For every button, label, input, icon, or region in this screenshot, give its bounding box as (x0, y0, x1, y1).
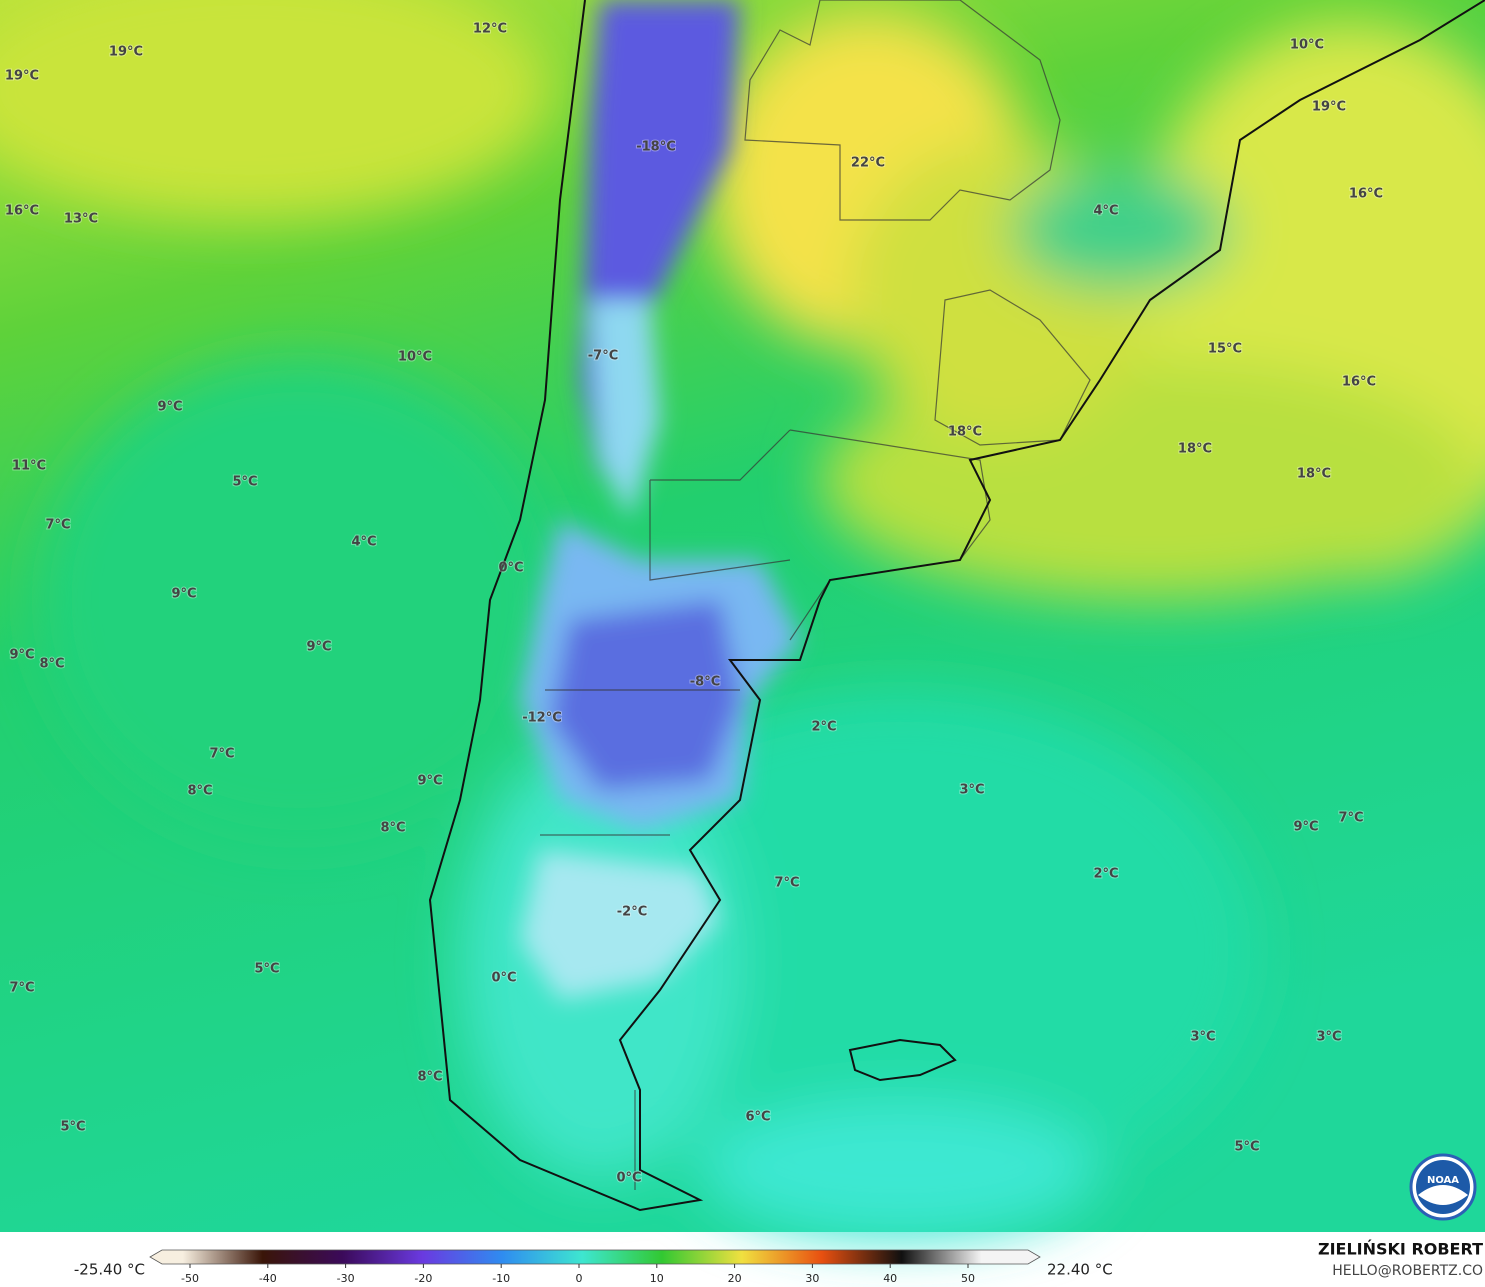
temperature-label: 8°C (187, 784, 212, 799)
colorbar-tick-label: 0 (576, 1272, 583, 1285)
colorbar-tick-label: 20 (728, 1272, 742, 1285)
temperature-label: 3°C (959, 783, 984, 798)
temperature-label: 7°C (774, 876, 799, 891)
temperature-label: 10°C (398, 350, 432, 365)
temperature-label: 9°C (157, 400, 182, 415)
temperature-label: 3°C (1316, 1030, 1341, 1045)
temperature-label: 9°C (171, 587, 196, 602)
temperature-label: 12°C (473, 22, 507, 37)
temperature-label: 4°C (351, 535, 376, 550)
temperature-label: 16°C (5, 204, 39, 219)
temperature-label: 3°C (1190, 1030, 1215, 1045)
colorbar-tick-label: -10 (492, 1272, 510, 1285)
temperature-label: 22°C (851, 156, 885, 171)
colorbar-tick-label: -30 (337, 1272, 355, 1285)
temperature-label: -12°C (522, 711, 562, 726)
colorbar-bar (149, 1249, 1041, 1265)
colorbar-tick-label: -20 (414, 1272, 432, 1285)
temperature-label: 9°C (306, 640, 331, 655)
temperature-label: 9°C (9, 648, 34, 663)
noaa-logo: NOAA (1409, 1153, 1477, 1221)
temperature-label: 13°C (64, 212, 98, 227)
temperature-label: 16°C (1342, 375, 1376, 390)
temperature-label: -18°C (636, 140, 676, 155)
temperature-label: 15°C (1208, 342, 1242, 357)
credit-email: HELLO@ROBERTZ.CO (1332, 1263, 1483, 1279)
temperature-label: 9°C (1293, 820, 1318, 835)
credit-name: ZIELIŃSKI ROBERT (1318, 1240, 1483, 1259)
temperature-label: 9°C (417, 774, 442, 789)
temperature-label: 11°C (12, 459, 46, 474)
colorbar-tick-label: 50 (961, 1272, 975, 1285)
temperature-label: 8°C (39, 657, 64, 672)
temperature-label: -7°C (588, 349, 618, 364)
temperature-label: 10°C (1290, 38, 1324, 53)
temperature-label: 5°C (254, 962, 279, 977)
temperature-label: 4°C (1093, 204, 1118, 219)
temperature-label: 8°C (380, 821, 405, 836)
colorbar-min-label: -25.40 °C (74, 1261, 145, 1279)
temperature-label: 7°C (1338, 811, 1363, 826)
temperature-label: 7°C (209, 747, 234, 762)
temperature-label: 0°C (498, 561, 523, 576)
falkland-islands (848, 1038, 957, 1082)
temperature-label: 19°C (109, 45, 143, 60)
temperature-label: 5°C (1234, 1140, 1259, 1155)
colorbar-tick-label: -40 (259, 1272, 277, 1285)
colorbar-tick-label: -50 (181, 1272, 199, 1285)
colorbar-max-label: 22.40 °C (1047, 1261, 1113, 1279)
temperature-label: 19°C (5, 69, 39, 84)
temperature-label: 18°C (948, 425, 982, 440)
temperature-label: 5°C (232, 475, 257, 490)
temperature-label: -8°C (690, 675, 720, 690)
temperature-label: -2°C (617, 905, 647, 920)
temperature-label: 18°C (1297, 467, 1331, 482)
coastline (428, 0, 1485, 1212)
temperature-label: 7°C (9, 981, 34, 996)
temperature-labels: 12°C 19°C 19°C 10°C 19°C -18°C 22°C 16°C 13°C 4°C… (4, 21, 1384, 1187)
colorbar: -25.40 °C 22.40 °C -50 -40 -30 -20 -10 0 10 20 3… (74, 1249, 1113, 1285)
logo-text: NOAA (1427, 1175, 1459, 1186)
borders (540, 0, 1091, 1190)
colorbar-tick-label: 30 (805, 1272, 819, 1285)
temperature-label: 5°C (60, 1120, 85, 1135)
map-area: 12°C 19°C 19°C 10°C 19°C -18°C 22°C 16°C 13°C 4°C… (0, 0, 1485, 1240)
temperature-label: 2°C (811, 720, 836, 735)
cold-region (520, 0, 800, 1000)
colorbar-tick-label: 40 (883, 1272, 897, 1285)
temperature-label: 16°C (1349, 187, 1383, 202)
temperature-label: 0°C (616, 1171, 641, 1186)
colorbar-tick-label: 10 (650, 1272, 664, 1285)
temperature-label: 18°C (1178, 442, 1212, 457)
temperature-label: 0°C (491, 971, 516, 986)
temperature-label: 8°C (417, 1070, 442, 1085)
temperature-label: 7°C (45, 518, 70, 533)
temperature-label: 2°C (1093, 867, 1118, 882)
temperature-label: 19°C (1312, 100, 1346, 115)
temperature-label: 6°C (745, 1110, 770, 1125)
